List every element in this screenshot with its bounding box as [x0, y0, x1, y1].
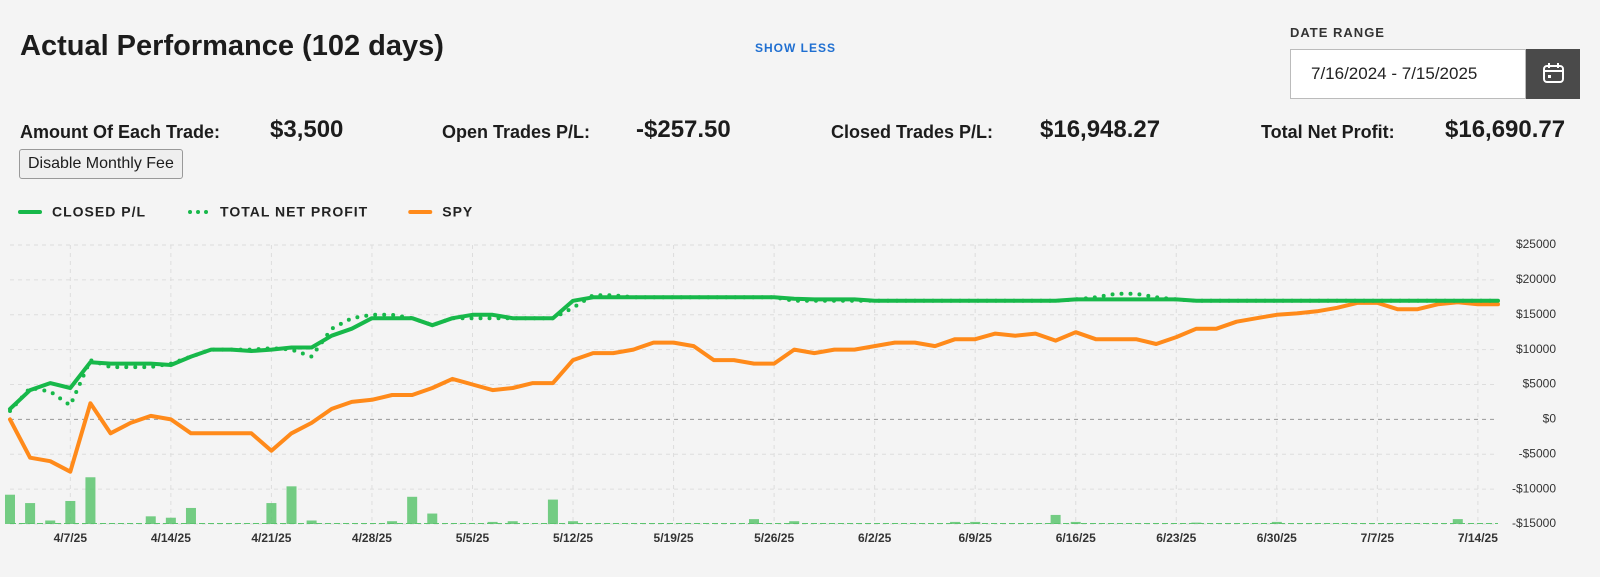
disable-fee-button[interactable]: Disable Monthly Fee [19, 149, 183, 179]
stat-label: Total Net Profit: [1261, 122, 1395, 142]
daily-bar [306, 520, 317, 524]
show-less-link[interactable]: SHOW LESS [755, 41, 837, 55]
daily-bar [85, 477, 96, 524]
daily-bar [970, 521, 981, 524]
y-tick-label: $15000 [1516, 307, 1556, 321]
date-range-label: DATE RANGE [1290, 25, 1385, 40]
daily-bar [1070, 521, 1081, 524]
stat-value: -$257.50 [636, 116, 731, 143]
x-tick-label: 7/14/25 [1458, 531, 1498, 545]
daily-bar [950, 521, 961, 524]
x-tick-label: 6/30/25 [1257, 531, 1297, 545]
daily-bar [1050, 514, 1061, 524]
daily-bar [45, 520, 56, 524]
daily-bar [407, 496, 418, 524]
date-range-value: 7/16/2024 - 7/15/2025 [1311, 64, 1478, 83]
calendar-button[interactable] [1526, 49, 1580, 99]
y-tick-label: -$15000 [1512, 516, 1556, 530]
daily-bar [165, 517, 176, 524]
daily-bar [266, 503, 277, 524]
x-tick-label: 6/23/25 [1156, 531, 1196, 545]
stat-value: $16,948.27 [1040, 116, 1161, 143]
stat-label: Closed Trades P/L: [831, 122, 994, 142]
daily-bar [749, 519, 759, 524]
legend-label: SPY [442, 204, 473, 220]
x-tick-label: 5/26/25 [754, 531, 794, 545]
y-tick-label: $20000 [1516, 272, 1556, 286]
x-tick-label: 6/16/25 [1056, 531, 1096, 545]
daily-bar [5, 494, 15, 524]
daily-bar [427, 513, 438, 524]
x-tick-label: 4/14/25 [151, 531, 191, 545]
daily-bar [487, 521, 498, 524]
x-tick-label: 5/19/25 [654, 531, 694, 545]
x-tick-label: 6/9/25 [959, 531, 993, 545]
y-tick-label: -$5000 [1519, 446, 1557, 460]
x-tick-label: 7/7/25 [1361, 531, 1395, 545]
series-line [8, 291, 1500, 413]
x-tick-label: 4/7/25 [54, 531, 88, 545]
y-tick-label: -$10000 [1512, 481, 1556, 495]
daily-bar [286, 486, 297, 524]
date-range-input[interactable] [1290, 49, 1526, 99]
daily-bar [547, 499, 558, 524]
daily-bar [25, 503, 36, 524]
stat-label: Open Trades P/L: [442, 122, 591, 142]
stat-value: $3,500 [270, 116, 344, 143]
daily-bar [1452, 519, 1463, 524]
calendar-icon [1543, 63, 1564, 83]
y-tick-label: $25000 [1516, 237, 1556, 251]
stat-value: $16,690.77 [1445, 116, 1566, 143]
x-tick-label: 6/2/25 [858, 531, 892, 545]
daily-bar [789, 521, 800, 524]
x-tick-label: 4/21/25 [251, 531, 291, 545]
x-tick-label: 5/12/25 [553, 531, 593, 545]
daily-bar [1271, 521, 1282, 524]
y-tick-label: $10000 [1516, 342, 1556, 356]
daily-bar [185, 507, 196, 524]
daily-bar [568, 521, 579, 524]
series-line [8, 300, 1500, 474]
daily-bar [145, 516, 156, 524]
daily-bar [65, 500, 76, 524]
legend-label: CLOSED P/L [52, 204, 146, 220]
page-title: Actual Performance (102 days) [20, 30, 444, 62]
x-tick-label: 5/5/25 [456, 531, 490, 545]
daily-bar [507, 521, 518, 524]
daily-bar [387, 521, 398, 524]
x-tick-label: 4/28/25 [352, 531, 392, 545]
stat-label: Amount Of Each Trade: [20, 122, 221, 142]
legend-label: TOTAL NET PROFIT [220, 204, 368, 220]
y-tick-label: $0 [1543, 412, 1557, 426]
y-tick-label: $5000 [1523, 377, 1557, 391]
daily-bar [1191, 522, 1202, 524]
